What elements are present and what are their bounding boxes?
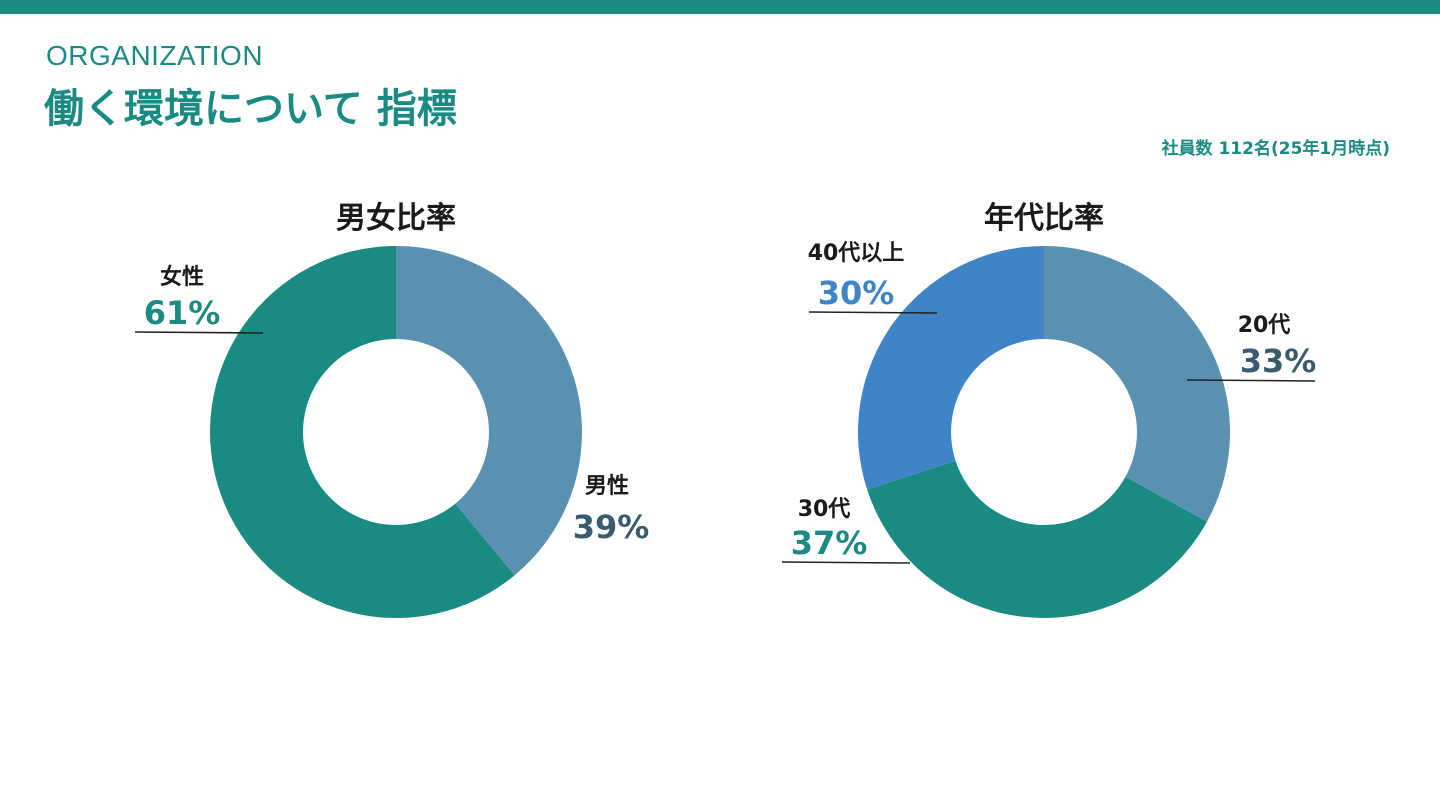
- age-ratio-chart: 年代比率 40代以上 30% 20代 33% 30代 37%: [781, 201, 1317, 618]
- slice-30s: [867, 460, 1207, 618]
- page-title: 働く環境について 指標: [44, 86, 457, 132]
- slice-value-male: 39%: [573, 508, 650, 546]
- slice-value-40s: 30%: [818, 274, 895, 312]
- leader-line-20s: [1186, 379, 1316, 382]
- slice-label-40s: 40代以上: [808, 241, 905, 266]
- slice-value-20s: 33%: [1240, 342, 1317, 380]
- leader-line-40s: [808, 311, 938, 314]
- slice-40s: [858, 246, 1044, 490]
- slice-label-20s: 20代: [1238, 313, 1291, 338]
- slice-male: [396, 246, 583, 576]
- slice-female: [210, 246, 515, 618]
- top-accent-bar: [0, 0, 1440, 14]
- leader-line-female: [134, 331, 264, 334]
- slice-label-male: 男性: [585, 474, 629, 499]
- donut-slices: [210, 246, 583, 618]
- chart-title: 男女比率: [336, 201, 456, 236]
- slice-value-30s: 37%: [791, 524, 868, 562]
- chart-title: 年代比率: [984, 201, 1104, 236]
- slice-value-female: 61%: [144, 294, 221, 332]
- donut-slices: [858, 246, 1231, 618]
- slice-label-female: 女性: [160, 264, 204, 290]
- leader-line-30s: [781, 561, 911, 564]
- slice-label-30s: 30代: [798, 497, 851, 522]
- headcount-note: 社員数 112名(25年1月時点): [1161, 139, 1390, 159]
- gender-ratio-chart: 男女比率 女性 61% 男性 39%: [134, 201, 650, 618]
- section-eyebrow: ORGANIZATION: [46, 40, 264, 71]
- slice-20s: [1044, 246, 1231, 522]
